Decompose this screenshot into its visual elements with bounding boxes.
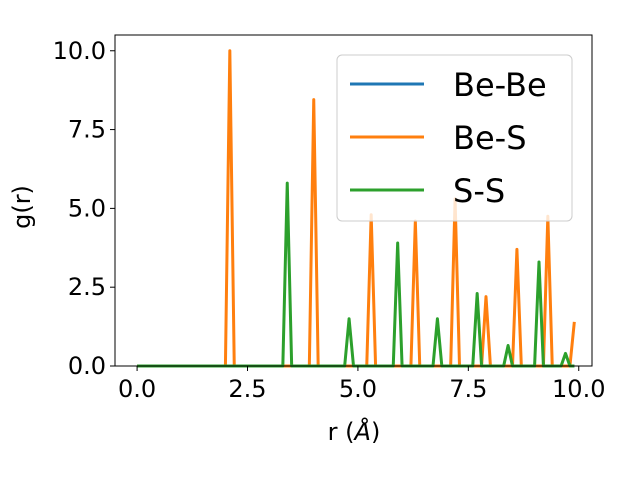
y-axis-label: g(r) xyxy=(8,185,36,229)
y-tick-label: 2.5 xyxy=(68,273,106,301)
x-tick-label: 2.5 xyxy=(228,375,266,403)
x-tick-label: 5.0 xyxy=(339,375,377,403)
legend-label-s-s: S-S xyxy=(453,172,505,210)
y-tick-label: 0.0 xyxy=(68,352,106,380)
plot-frame xyxy=(114,34,593,367)
x-axis-ticks: 0.0 2.5 5.0 7.5 10.0 xyxy=(118,366,605,403)
x-axis-label-unit: Å xyxy=(353,417,371,446)
y-tick-label: 7.5 xyxy=(68,116,106,144)
plot-area xyxy=(114,34,593,368)
legend-label-be-be: Be-Be xyxy=(453,66,547,104)
x-axis-label: r (Å) xyxy=(328,417,381,446)
x-tick-label: 0.0 xyxy=(118,375,156,403)
y-tick-label: 5.0 xyxy=(68,194,106,222)
x-tick-label: 10.0 xyxy=(552,375,605,403)
x-tick-label: 7.5 xyxy=(449,375,487,403)
x-axis-label-prefix: r ( xyxy=(328,418,355,446)
legend-label-be-s: Be-S xyxy=(453,119,527,157)
x-axis-label-suffix: ) xyxy=(371,418,380,446)
legend: Be-Be Be-S S-S xyxy=(336,54,573,222)
y-tick-label: 10.0 xyxy=(53,37,106,65)
y-axis-ticks: 0.0 2.5 5.0 7.5 10.0 xyxy=(53,37,115,380)
legend-box xyxy=(336,54,573,222)
